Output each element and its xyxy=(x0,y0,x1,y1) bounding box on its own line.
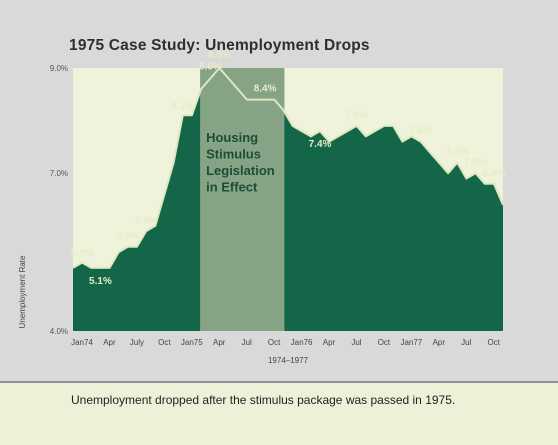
stimulus-label-line: Legislation xyxy=(206,163,275,178)
x-tick-label: Apr xyxy=(323,338,336,347)
unemployment-area xyxy=(73,68,503,331)
data-label: 5.9% xyxy=(135,216,158,227)
stimulus-label-line: Stimulus xyxy=(206,147,261,162)
unemployment-area-chart: Housing Stimulus Legislation in Effect 5.2% 5… xyxy=(18,50,505,365)
stimulus-label-line: in Effect xyxy=(206,180,258,195)
x-tick-label: Jan74 xyxy=(71,338,93,347)
data-label: 7.6% xyxy=(409,126,432,137)
data-label: 9.0% xyxy=(208,50,231,61)
x-tick-label: Jan76 xyxy=(291,338,313,347)
x-tick-label: Oct xyxy=(487,338,500,347)
x-tick-label: Apr xyxy=(433,338,446,347)
divider xyxy=(0,381,558,383)
series-line xyxy=(72,67,504,269)
data-label: 8.6% xyxy=(199,62,222,73)
data-label: 6.8% xyxy=(482,169,505,180)
data-label: 7.8% xyxy=(345,110,368,121)
x-tick-label: Oct xyxy=(378,338,391,347)
stimulus-period-band xyxy=(200,68,285,331)
data-label: 8.4% xyxy=(254,84,277,95)
data-label: 7.2% xyxy=(446,147,469,158)
x-tick-label: Apr xyxy=(103,338,116,347)
y-tick-label: 9.0% xyxy=(50,64,68,73)
x-tick-label: Jul xyxy=(242,338,252,347)
data-label: 5.1% xyxy=(89,276,112,287)
caption-panel: Unemployment dropped after the stimulus … xyxy=(0,383,558,445)
data-label: 5.5% xyxy=(116,231,139,242)
data-label: 5.2% xyxy=(71,249,94,260)
x-tick-label: Jan77 xyxy=(400,338,422,347)
x-tick-label: July xyxy=(130,338,144,347)
stimulus-label: Housing Stimulus Legislation in Effect xyxy=(206,130,275,195)
chart-title: 1975 Case Study: Unemployment Drops xyxy=(69,37,370,54)
x-tick-label: Apr xyxy=(213,338,226,347)
x-tick-label: Jul xyxy=(351,338,361,347)
x-tick-label: Jul xyxy=(461,338,471,347)
y-tick-label: 4.0% xyxy=(50,327,68,336)
stimulus-label-line: Housing xyxy=(206,130,258,145)
chart-caption: Unemployment dropped after the stimulus … xyxy=(71,393,456,407)
data-label: 7.4% xyxy=(309,139,332,150)
chart-panel: 1975 Case Study: Unemployment Drops Hous… xyxy=(18,37,506,365)
y-tick-label: 7.0% xyxy=(50,169,68,178)
x-tick-label: Oct xyxy=(268,338,281,347)
x-tick-label: Jan75 xyxy=(181,338,203,347)
x-axis-label: 1974–1977 xyxy=(268,356,309,365)
y-axis-label: Unemployment Rate xyxy=(18,255,27,328)
data-label: 8.1% xyxy=(171,101,194,112)
data-label: 7.0% xyxy=(464,157,487,168)
x-tick-label: Oct xyxy=(158,338,171,347)
